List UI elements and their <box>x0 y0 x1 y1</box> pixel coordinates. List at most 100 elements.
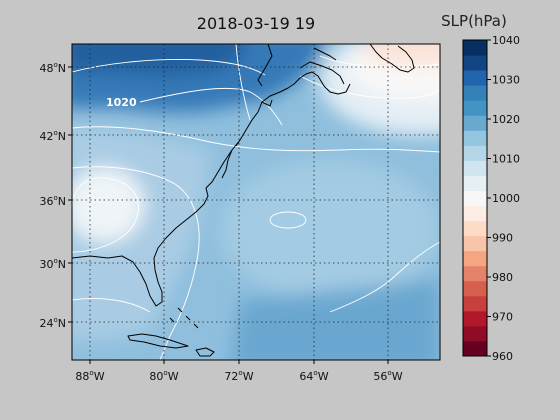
lat-label: 42oN <box>39 129 66 143</box>
colorbar-swatch <box>463 160 487 176</box>
coast-pei <box>313 47 337 61</box>
colorbar-tick-label: 980 <box>492 271 513 284</box>
lat-label: 36oN <box>39 194 66 208</box>
colorbar-title: SLP(hPa) <box>441 12 507 30</box>
colorbar-swatch <box>463 190 487 207</box>
coast-cuba <box>127 333 189 349</box>
coast-newfoundland <box>369 44 415 73</box>
colorbar-swatch <box>463 85 487 101</box>
colorbar-swatch <box>463 205 487 222</box>
coast-us-east <box>72 71 351 307</box>
slp-weak-low <box>72 167 145 243</box>
colorbar-swatch <box>463 220 487 237</box>
coastlines <box>72 44 415 357</box>
colorbar-tick-label: 960 <box>492 350 513 363</box>
isobar <box>72 298 151 313</box>
isobar <box>72 59 266 76</box>
colorbar-swatch <box>463 145 487 161</box>
isobar <box>235 44 251 121</box>
colorbar-swatch <box>463 340 487 357</box>
colorbar-swatch <box>463 250 487 267</box>
slp-low-center <box>360 44 440 66</box>
slp-southeast <box>231 280 440 360</box>
lat-value: 48 <box>39 62 53 75</box>
lon-hemisphere: W <box>94 370 105 383</box>
colorbar-swatch <box>463 40 487 56</box>
coast-bahamas <box>169 307 199 329</box>
colorbar-tick-label: 1040 <box>492 34 520 47</box>
lat-label: 24oN <box>39 316 66 330</box>
colorbar-swatch <box>463 115 487 131</box>
graticule <box>72 44 440 360</box>
lon-label: 88oW <box>75 369 104 383</box>
lon-labels: 88oW 80oW 72oW 64oW 56oW <box>75 369 402 383</box>
isobar <box>72 166 200 360</box>
colorbar-swatch <box>463 70 487 86</box>
lat-hemisphere: N <box>58 317 66 330</box>
colorbar-swatch <box>463 100 487 116</box>
lat-hemisphere: N <box>58 258 66 271</box>
coast-chesapeake <box>221 139 241 179</box>
lat-label: 30oN <box>39 257 66 271</box>
colorbar-swatch <box>463 55 487 71</box>
lon-value: 64 <box>299 370 313 383</box>
colorbar-tick-label: 970 <box>492 311 513 324</box>
degree-symbol: o <box>53 316 57 324</box>
isobar <box>72 126 440 153</box>
lon-label: 80oW <box>149 369 178 383</box>
colorbar-tick-label: 1010 <box>492 153 520 166</box>
coast-hispaniola <box>195 347 215 357</box>
map-frame <box>71 43 441 361</box>
colorbar <box>463 40 487 357</box>
lat-value: 36 <box>39 195 53 208</box>
contour-label: 1020 <box>106 96 137 109</box>
degree-symbol: o <box>387 369 391 377</box>
isobars <box>72 44 440 360</box>
lon-hemisphere: W <box>243 370 254 383</box>
colorbar-swatch <box>463 280 487 297</box>
colorbar-tick-label: 990 <box>492 232 513 245</box>
degree-symbol: o <box>313 369 317 377</box>
isobar <box>269 211 307 229</box>
coast-nova-scotia <box>299 61 345 85</box>
isobar <box>72 177 139 253</box>
colorbar-swatch <box>463 175 487 191</box>
lon-value: 88 <box>75 370 89 383</box>
slp-field: 1020 <box>72 44 440 360</box>
lat-value: 30 <box>39 258 53 271</box>
coast-maritimes <box>257 44 273 87</box>
lat-value: 24 <box>39 317 53 330</box>
isobar <box>139 87 283 126</box>
degree-symbol: o <box>53 194 57 202</box>
degree-symbol: o <box>163 369 167 377</box>
colorbar-swatch <box>463 295 487 312</box>
colorbar-tick-label: 1000 <box>492 192 520 205</box>
lon-value: 72 <box>224 370 238 383</box>
lon-value: 56 <box>373 370 387 383</box>
lat-labels: 48oN 42oN 36oN 30oN 24oN <box>39 61 66 330</box>
isobar <box>329 241 440 313</box>
slp-atlantic-ridge <box>220 160 440 300</box>
degree-symbol: o <box>89 369 93 377</box>
lon-hemisphere: W <box>392 370 403 383</box>
map-title: 2018-03-19 19 <box>196 14 316 33</box>
lon-label: 72oW <box>224 369 253 383</box>
colorbar-swatch <box>463 325 487 342</box>
lat-label: 48oN <box>39 61 66 75</box>
coast-cape-cod <box>261 99 273 107</box>
degree-symbol: o <box>53 129 57 137</box>
lat-value: 42 <box>39 130 53 143</box>
lon-hemisphere: W <box>318 370 329 383</box>
degree-symbol: o <box>53 61 57 69</box>
colorbar-swatch <box>463 310 487 327</box>
colorbar-tick-label: 1020 <box>492 113 520 126</box>
lon-label: 64oW <box>299 369 328 383</box>
lon-label: 56oW <box>373 369 402 383</box>
colorbar-swatch <box>463 130 487 146</box>
colorbar-swatch <box>463 265 487 282</box>
lat-hemisphere: N <box>58 62 66 75</box>
lat-hemisphere: N <box>58 130 66 143</box>
degree-symbol: o <box>53 257 57 265</box>
tick-marks <box>68 66 389 364</box>
